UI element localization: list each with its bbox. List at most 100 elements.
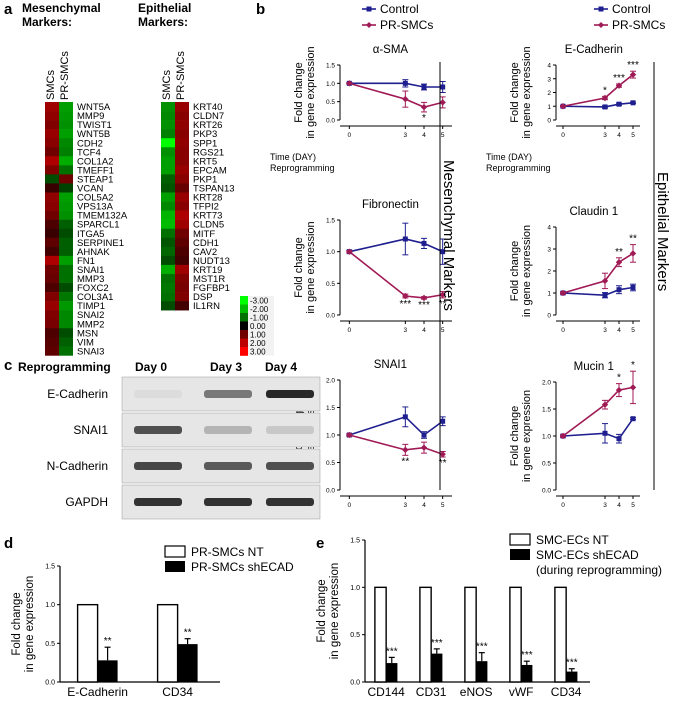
gene-label: COL3A1 — [77, 292, 113, 303]
heat-cell — [175, 228, 189, 239]
panel-letter-a: a — [4, 1, 13, 18]
heat-cell — [45, 237, 59, 248]
heat-cell — [161, 192, 175, 202]
x-axis-label: Time (DAY) — [270, 152, 316, 162]
data-point — [615, 259, 623, 266]
heat-cell — [59, 102, 73, 112]
heat-cell — [45, 228, 59, 239]
significance-mark: *** — [476, 642, 488, 653]
scale-swatch — [240, 330, 248, 339]
legend-label-pr: PR-SMCs — [612, 18, 665, 32]
bar-nt — [464, 586, 477, 683]
legend-swatch-shecad — [165, 561, 185, 572]
gene-label: VIM — [77, 337, 94, 348]
bar-shecad — [521, 664, 533, 682]
scale-label-bg — [248, 304, 274, 313]
data-point — [629, 250, 637, 257]
x-tick-label: 0 — [561, 502, 565, 509]
heat-cell — [175, 129, 189, 139]
y-axis-label: Fold change — [509, 62, 521, 123]
panel-letter-b: b — [256, 1, 265, 18]
gene-label: RGS21 — [193, 147, 224, 158]
heat-cell — [175, 183, 189, 193]
y-tick-label: 0.5 — [45, 641, 55, 648]
heat-cell — [59, 319, 73, 329]
data-point — [602, 292, 608, 298]
y-tick-label: 0.5 — [542, 461, 551, 468]
gene-label: FN1 — [77, 256, 95, 267]
heat-cell — [59, 246, 73, 257]
data-point — [421, 240, 427, 246]
scale-label-bg — [248, 296, 274, 305]
epithelial-heatmap: KRT40CLDN7KRT26PKP3SPP1RGS21KRT5EPCAMPKP… — [161, 102, 235, 312]
x-tick-label: 0 — [561, 327, 565, 334]
significance-mark: *** — [418, 300, 430, 311]
y-axis-label: Fold change — [293, 237, 305, 298]
x-tick-label: 4 — [617, 132, 621, 139]
scale-label: -3.00 — [250, 297, 269, 306]
blot-row-label: E-Cadherin — [47, 387, 108, 401]
data-point — [346, 431, 353, 439]
legend-marker-control — [598, 6, 604, 12]
heat-cell — [45, 246, 59, 257]
x-tick-label: 3 — [404, 132, 408, 139]
side-label-epithelial: Epithelial Markers — [654, 172, 671, 291]
gene-label: MMP3 — [77, 274, 104, 285]
blot-band — [204, 462, 252, 470]
series-line — [562, 286, 634, 297]
scale-label-bg — [248, 338, 274, 347]
x-tick-label: 5 — [631, 132, 635, 139]
heat-cell — [59, 255, 73, 266]
x-tick-label: 5 — [441, 132, 445, 139]
y-axis-label: in gene expression — [521, 46, 533, 138]
gene-label: SNAI3 — [77, 346, 104, 357]
chart-title: α-SMA — [373, 44, 409, 56]
heat-cell — [175, 111, 189, 121]
heat-cell — [45, 264, 59, 275]
data-point — [440, 249, 446, 255]
data-point — [601, 401, 609, 408]
significance-mark: ** — [104, 636, 112, 647]
x-tick-label: 0 — [561, 132, 565, 139]
heat-cell — [59, 292, 73, 302]
category-label: CD34 — [551, 685, 582, 699]
x-tick-label: 5 — [441, 502, 445, 509]
data-point — [559, 103, 567, 110]
bar-nt — [374, 586, 387, 683]
blot-band — [134, 462, 182, 470]
legend-label-nt: PR-SMCs NT — [191, 545, 264, 559]
data-point — [420, 444, 428, 451]
heat-cell — [59, 129, 73, 139]
heat-cell — [45, 129, 59, 139]
series-line — [562, 252, 634, 294]
x-tick-label: 4 — [617, 502, 621, 509]
heat-cell — [59, 346, 73, 356]
bar-nt — [76, 603, 99, 683]
series-line — [562, 418, 634, 440]
scale-swatch — [240, 338, 248, 348]
heat-cell — [45, 165, 59, 175]
gene-label: MMP9 — [77, 111, 104, 122]
epi-title-line1: Epithelial — [138, 1, 191, 15]
x-tick-label: 4 — [422, 502, 426, 509]
panel-letter-e: e — [316, 535, 324, 552]
gene-label: WNT5A — [77, 102, 111, 113]
scale-label: 2.00 — [250, 339, 266, 348]
gene-label: SPARCL1 — [77, 220, 120, 231]
data-point — [402, 414, 408, 420]
gene-label: DSP — [193, 292, 213, 303]
heat-cell — [59, 174, 73, 184]
heat-cell — [175, 210, 189, 220]
gene-label: KRT5 — [193, 156, 217, 167]
data-point — [402, 95, 409, 103]
blot-row-label: N-Cadherin — [47, 459, 108, 473]
legend-label-shecad: SMC-ECs shECAD — [536, 548, 639, 562]
heat-cell — [59, 183, 73, 193]
heat-cell — [161, 237, 175, 248]
y-axis-label: Fold change — [509, 241, 521, 302]
y-tick-label: 0.0 — [45, 680, 55, 687]
significance-mark: *** — [431, 638, 443, 649]
category-label: eNOS — [460, 685, 493, 699]
heat-cell — [59, 237, 73, 248]
data-point — [616, 436, 622, 442]
